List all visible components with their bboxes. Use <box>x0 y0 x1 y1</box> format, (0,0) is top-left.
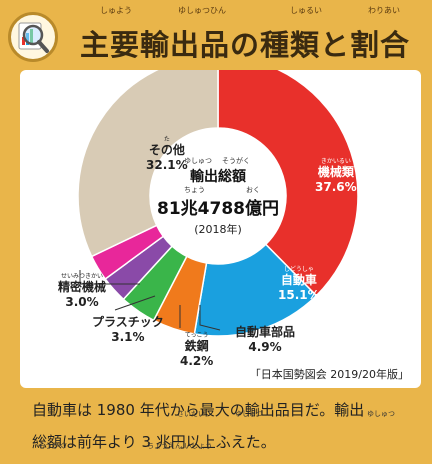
leader-line <box>79 270 140 285</box>
pie-label-ruby: てっこう <box>184 332 209 339</box>
pie-label-name: 鉄鋼 <box>184 339 209 353</box>
pie-label: てっこう 鉄鋼 4.2% <box>180 332 213 369</box>
pie-label-name: 自動車 <box>280 273 317 287</box>
pie-label-value: 3.0% <box>65 295 99 309</box>
title-ruby-export: ゆしゅつひん <box>178 6 226 15</box>
pie-label: プラスチック 3.1% <box>92 315 164 345</box>
caption-ruby-export1: ゆしゅつ <box>235 410 263 418</box>
caption-line-2: 総額は前年より 3 兆円以上ふえた。 <box>32 433 276 451</box>
page-title: 主要輸出品の種類と割合 <box>80 28 411 62</box>
center-ruby-export: ゆしゅつ <box>184 157 212 165</box>
pie-label-name: 機械類 <box>317 165 354 179</box>
caption-ruby-increase: ちょうえん いじょう <box>147 442 213 450</box>
header: しゅよう ゆしゅつひん しゅるい わりあい 主要輸出品の種類と割合 <box>0 0 432 72</box>
pie-slice <box>217 70 359 297</box>
pie-label-value: 3.1% <box>111 330 145 344</box>
center-ruby-trillion: ちょう <box>184 186 205 194</box>
pie-label: せいみつきかい 精密機械 3.0% <box>58 273 106 310</box>
caption: さいだい ゆしゅつ ゆしゅつ そうがく ちょうえん いじょう 自動車は 1980… <box>32 394 422 458</box>
pie-label-value: 15.1% <box>278 288 320 302</box>
pie-label-value: 32.1% <box>146 158 188 172</box>
center-ruby-oku: おく <box>246 186 260 194</box>
center-year: (2018年) <box>194 223 242 236</box>
center-ruby-total: そうがく <box>222 157 250 165</box>
pie-slice <box>77 70 219 258</box>
pie-label-ruby: きかいるい <box>320 158 351 165</box>
pie-label-value: 4.2% <box>180 354 214 368</box>
pie-label-value: 4.9% <box>248 340 282 354</box>
magnifier-chart-icon <box>8 12 58 62</box>
pie-label: 自動車部品 4.9% <box>235 325 295 355</box>
chart-card: ゆしゅつ そうがく 輸出総額 ちょう おく 81兆4788億円 (2018年) … <box>20 70 421 388</box>
center-total: 81兆4788億円 <box>157 199 279 219</box>
pie-label-value: 37.6% <box>315 180 357 194</box>
pie-label-name: その他 <box>148 143 185 157</box>
leader-line <box>114 295 156 311</box>
title-ruby-main: しゅよう <box>100 6 132 15</box>
pie-label-ruby: せいみつきかい <box>61 273 104 280</box>
pie-label-ruby: た <box>163 136 170 143</box>
pie-chart <box>77 70 359 337</box>
pie-label-name: 自動車部品 <box>235 325 296 339</box>
center-title: 輸出総額 <box>190 169 246 185</box>
pie-center: ゆしゅつ そうがく 輸出総額 ちょう おく 81兆4788億円 (2018年) <box>148 157 288 237</box>
leader-line <box>199 305 221 331</box>
pie-label-name: プラスチック <box>92 315 164 329</box>
pie-label-name: 精密機械 <box>58 280 107 294</box>
title-ruby-ratio: わりあい <box>368 6 400 15</box>
source-note: 「日本国勢図会 2019/20年版」 <box>249 368 409 381</box>
pie-label-ruby: じどうしゃ <box>283 266 314 273</box>
caption-ruby-export2: ゆしゅつ <box>367 410 395 418</box>
pie-label: じどうしゃ 自動車 15.1% <box>278 266 320 303</box>
title-ruby-kind: しゅるい <box>290 6 322 15</box>
caption-ruby-total: そうがく <box>38 442 66 450</box>
caption-ruby-largest: さいだい <box>177 410 205 418</box>
pie-label: きかいるい 機械類 37.6% <box>315 158 357 195</box>
caption-line-1: 自動車は 1980 年代から最大の輸出品目だ。輸出 <box>32 401 365 419</box>
pie-label: たその他 32.1% <box>146 136 188 173</box>
